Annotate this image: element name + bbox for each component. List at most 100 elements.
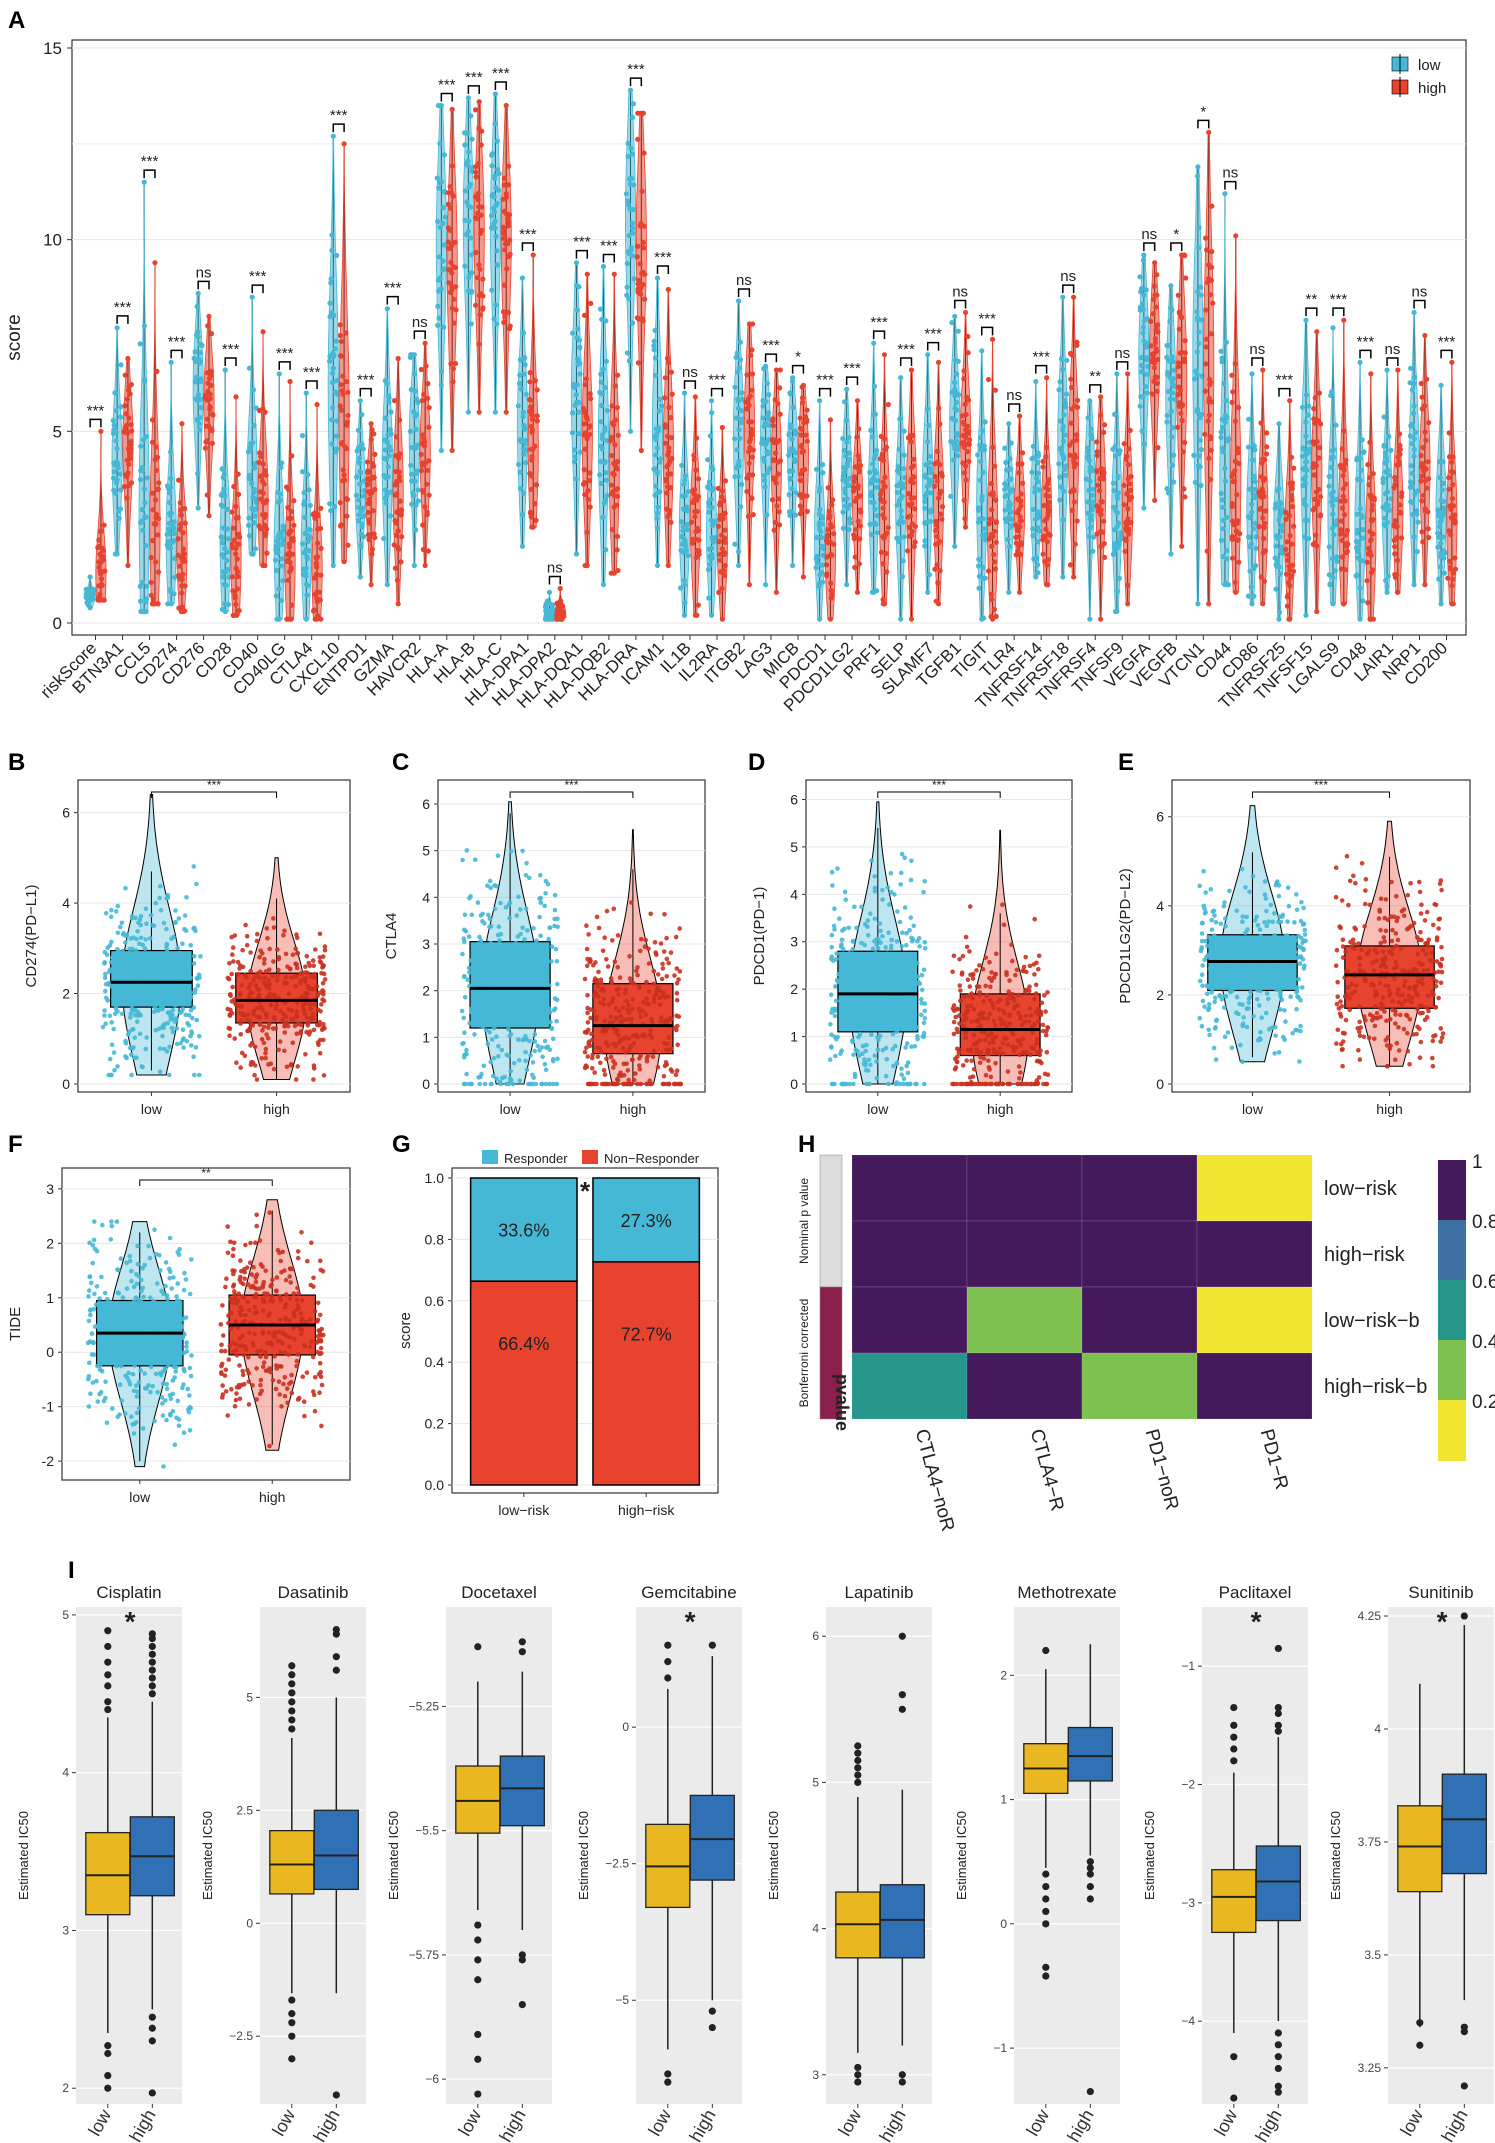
point-low <box>1306 446 1312 452</box>
point-high <box>1391 537 1397 544</box>
point-low <box>922 498 928 505</box>
point-low <box>1110 446 1116 452</box>
point-low <box>477 934 482 940</box>
point-low <box>788 475 794 482</box>
point-high <box>127 456 133 462</box>
point-low <box>1009 516 1015 523</box>
point-low <box>198 378 204 385</box>
point-high <box>1175 424 1181 430</box>
point-high <box>581 312 588 318</box>
point-low <box>1330 454 1336 460</box>
point-high <box>344 422 350 428</box>
point-high <box>343 379 349 385</box>
point-high <box>372 451 378 457</box>
point-low <box>764 380 770 386</box>
point-high <box>1452 555 1458 561</box>
point-high <box>233 551 239 557</box>
point-high <box>749 347 755 353</box>
point-low <box>927 453 934 459</box>
point-low <box>981 526 987 532</box>
point-low <box>1277 571 1283 577</box>
sig-label: *** <box>897 341 915 358</box>
point-high <box>282 1030 288 1035</box>
point-low <box>465 977 471 982</box>
point-low <box>168 1013 173 1019</box>
point-high <box>257 975 262 981</box>
point-high <box>290 952 296 957</box>
point-high <box>1148 343 1154 349</box>
point-high <box>369 427 375 433</box>
point-high <box>314 401 320 408</box>
point-low <box>1060 574 1066 580</box>
point-low <box>1089 492 1095 498</box>
point-high <box>473 302 479 308</box>
point-high <box>1264 444 1270 450</box>
point-low <box>978 458 984 465</box>
point-low <box>1060 424 1067 430</box>
point-low <box>197 397 203 403</box>
point-high <box>1230 518 1236 524</box>
sig-label: *** <box>168 333 186 350</box>
point-low <box>469 270 475 276</box>
point-low <box>196 360 202 366</box>
point-low <box>872 506 878 512</box>
point-high <box>1258 574 1264 580</box>
point-high <box>505 309 511 316</box>
point-high <box>1154 292 1160 298</box>
point-high <box>583 376 589 382</box>
point-low <box>483 949 489 955</box>
point-low <box>657 396 663 403</box>
point-high <box>345 412 351 419</box>
point-high <box>692 514 698 520</box>
point-low <box>246 473 252 479</box>
point-high <box>989 507 995 513</box>
sig-label: *** <box>330 107 348 124</box>
point-low <box>786 492 792 498</box>
point-high <box>338 338 344 345</box>
point-low <box>111 1050 117 1055</box>
point-low <box>654 562 661 569</box>
point-low <box>1003 493 1009 499</box>
point-low <box>1440 480 1447 486</box>
point-high <box>124 495 130 501</box>
point-low <box>502 991 508 996</box>
point-high <box>1283 571 1290 577</box>
point-high <box>154 454 161 460</box>
point-low <box>507 900 513 906</box>
point-low <box>492 409 498 415</box>
point-high <box>312 971 317 977</box>
point-low <box>599 432 606 438</box>
point-high <box>880 505 886 511</box>
point-high <box>1340 493 1346 499</box>
point-low <box>280 523 286 529</box>
point-low <box>140 986 145 991</box>
point-high <box>938 470 945 476</box>
point-low <box>538 933 543 939</box>
point-high <box>313 947 318 952</box>
point-low <box>109 1042 115 1048</box>
point-low <box>304 592 310 598</box>
point-high <box>527 404 534 410</box>
point-low <box>520 848 525 854</box>
point-low <box>489 163 495 169</box>
point-low <box>517 372 523 378</box>
point-high <box>857 462 864 468</box>
point-low <box>1060 366 1066 373</box>
point-high <box>1422 332 1428 339</box>
point-high <box>149 439 155 445</box>
point-low <box>87 574 93 580</box>
point-low <box>1087 398 1093 404</box>
point-high <box>611 570 617 576</box>
point-high <box>310 1011 315 1017</box>
point-high <box>205 388 211 394</box>
point-high <box>371 431 377 437</box>
point-low <box>871 589 877 595</box>
point-high <box>527 370 533 376</box>
point-high <box>282 928 287 933</box>
point-high <box>608 482 615 488</box>
point-low <box>1006 421 1012 427</box>
point-low <box>468 321 474 327</box>
point-low <box>181 951 186 956</box>
point-high <box>1450 570 1456 576</box>
point-high <box>268 1061 274 1066</box>
